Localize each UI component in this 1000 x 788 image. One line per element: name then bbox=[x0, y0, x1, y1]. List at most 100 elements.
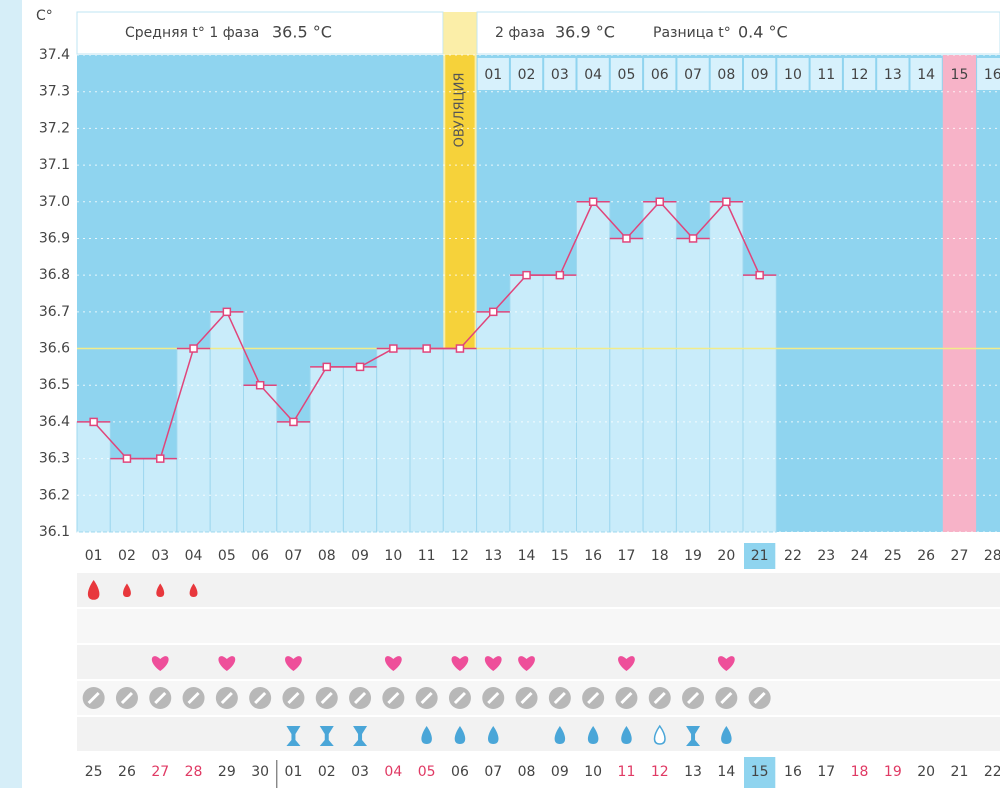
date-label: 16 bbox=[784, 764, 802, 780]
phase2-day-box bbox=[877, 58, 909, 90]
drop-icon bbox=[488, 726, 499, 744]
point bbox=[522, 270, 531, 280]
phase2-day-box bbox=[644, 58, 676, 90]
point bbox=[355, 362, 365, 372]
phase2-day-box bbox=[477, 58, 509, 90]
test-slash bbox=[120, 691, 134, 705]
x-tick-label: 22 bbox=[784, 548, 802, 564]
bar bbox=[176, 348, 211, 533]
y-tick-label: 37.4 bbox=[39, 47, 70, 63]
y-tick-label: 36.3 bbox=[39, 451, 70, 467]
date-label: 03 bbox=[351, 764, 369, 780]
phase2-day: 11 bbox=[817, 67, 835, 83]
heart-icon bbox=[717, 656, 735, 671]
point bbox=[455, 344, 465, 353]
point bbox=[89, 417, 98, 427]
ovulation-label: ОВУЛЯЦИЯ bbox=[452, 73, 467, 148]
test-slash bbox=[154, 691, 167, 705]
point bbox=[755, 270, 764, 280]
date-label: 02 bbox=[318, 764, 336, 780]
test-slash bbox=[187, 691, 200, 705]
diff-label: Разница t° bbox=[653, 25, 731, 41]
date-label: 13 bbox=[684, 764, 702, 780]
y-tick-label: 36.2 bbox=[39, 487, 70, 503]
bar bbox=[376, 348, 411, 533]
bar bbox=[76, 421, 111, 533]
phase2-day-box bbox=[710, 58, 742, 90]
date-label: 15 bbox=[751, 764, 769, 780]
bar bbox=[243, 384, 278, 533]
symbol-row bbox=[77, 681, 1000, 715]
phase2-day-box bbox=[843, 58, 876, 90]
point bbox=[189, 344, 198, 353]
x-tick-label: 04 bbox=[185, 548, 203, 564]
phase2-day: 10 bbox=[784, 67, 802, 83]
x-tick-label: 10 bbox=[384, 548, 402, 564]
date-label: 07 bbox=[484, 764, 502, 780]
x-tick-label: 16 bbox=[584, 548, 602, 564]
bar bbox=[542, 274, 578, 533]
y-tick-label: 36.8 bbox=[39, 267, 70, 283]
bar bbox=[143, 458, 178, 533]
x-tick-label: 02 bbox=[118, 548, 136, 564]
phase2-day: 15 bbox=[951, 67, 969, 83]
x-tick-label: 27 bbox=[951, 548, 969, 564]
test-slash bbox=[320, 691, 333, 705]
heart-icon bbox=[618, 656, 635, 671]
point bbox=[255, 380, 265, 390]
test-slash bbox=[620, 691, 633, 705]
x-tick-label: 07 bbox=[285, 548, 303, 564]
hourglass-icon bbox=[319, 726, 334, 746]
drop-icon bbox=[123, 583, 131, 597]
point bbox=[222, 307, 232, 317]
point bbox=[289, 417, 298, 427]
point bbox=[555, 270, 565, 280]
y-tick-label: 36.7 bbox=[39, 304, 70, 320]
test-slash bbox=[387, 691, 400, 705]
bar bbox=[276, 421, 311, 533]
x-tick-label: 19 bbox=[684, 548, 702, 564]
drop-icon bbox=[454, 726, 466, 744]
phase2-day: 05 bbox=[618, 67, 636, 83]
point bbox=[722, 197, 731, 207]
symbol-row bbox=[77, 717, 1000, 751]
test-slash bbox=[753, 691, 766, 705]
x-tick-label: 03 bbox=[151, 548, 169, 564]
date-label: 04 bbox=[384, 764, 402, 780]
ovulation-strip bbox=[445, 55, 475, 350]
x-tick-label: 05 bbox=[218, 548, 236, 564]
phase2-day-box bbox=[744, 58, 776, 90]
hourglass-icon bbox=[353, 726, 368, 746]
x-tick-label: 11 bbox=[418, 548, 436, 564]
phase2-day: 08 bbox=[717, 67, 735, 83]
x-tick-label: 26 bbox=[917, 548, 935, 564]
date-label: 17 bbox=[817, 764, 835, 780]
test-slash bbox=[520, 691, 533, 705]
heart-icon bbox=[518, 656, 535, 671]
heart-icon bbox=[218, 656, 236, 671]
y-tick-label: 36.1 bbox=[39, 524, 70, 540]
y-tick-label: 37.3 bbox=[39, 84, 70, 100]
date-label: 06 bbox=[451, 764, 469, 780]
phase2-day: 09 bbox=[751, 67, 769, 83]
phase2-day: 07 bbox=[684, 67, 702, 83]
bar bbox=[709, 201, 744, 533]
phase2-value: 36.9 °C bbox=[555, 23, 615, 42]
drop-icon bbox=[554, 726, 566, 744]
point bbox=[122, 454, 132, 463]
test-slash bbox=[720, 691, 733, 705]
phase2-day-box bbox=[943, 58, 976, 90]
y-tick-label: 37.0 bbox=[39, 194, 70, 210]
date-label: 25 bbox=[85, 764, 103, 780]
heart-icon bbox=[285, 656, 302, 671]
phase2-day: 01 bbox=[484, 67, 502, 83]
point bbox=[688, 234, 698, 243]
bar bbox=[342, 366, 378, 533]
date-label: 20 bbox=[917, 764, 935, 780]
test-slash bbox=[87, 691, 100, 705]
test-slash bbox=[220, 691, 233, 705]
test-slash bbox=[653, 691, 666, 705]
heart-icon bbox=[451, 656, 469, 671]
phase2-day: 14 bbox=[917, 67, 935, 83]
